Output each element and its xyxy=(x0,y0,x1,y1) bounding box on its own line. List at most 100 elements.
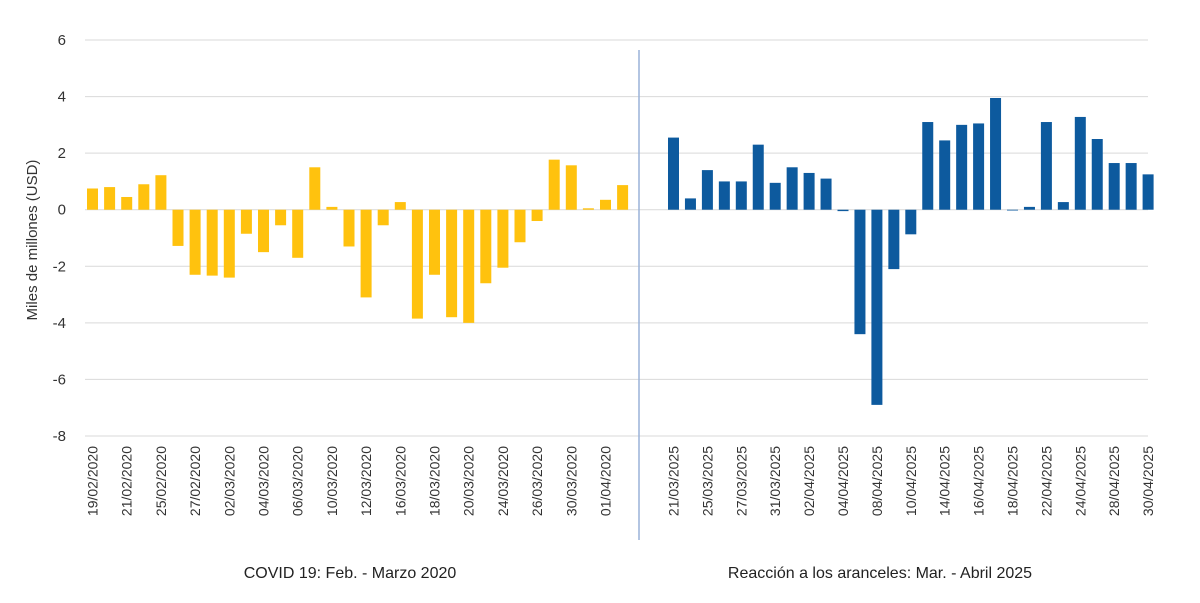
gridlines xyxy=(85,39,1148,437)
bar xyxy=(206,209,218,276)
y-tick-label: 6 xyxy=(58,32,66,49)
bar xyxy=(446,209,458,318)
bar xyxy=(803,172,815,210)
x-tick-label: 01/04/2020 xyxy=(598,446,614,516)
x-tick-label: 06/03/2020 xyxy=(290,446,306,516)
bar xyxy=(905,209,917,235)
bar xyxy=(786,167,798,210)
y-tick-label: 4 xyxy=(58,89,66,106)
x-tick-label: 02/04/2025 xyxy=(801,446,817,516)
bar xyxy=(1074,116,1086,210)
x-tick-label: 21/03/2025 xyxy=(666,446,682,516)
bars xyxy=(87,97,1154,405)
bar xyxy=(377,209,389,226)
y-tick-labels: 6 4 2 0 -2 -4 -6 -8 xyxy=(53,32,66,445)
bar xyxy=(275,209,287,226)
bar xyxy=(1108,163,1120,210)
x-tick-label: 28/04/2025 xyxy=(1106,446,1122,516)
panel-label-aranceles: Reacción a los aranceles: Mar. - Abril 2… xyxy=(728,565,1032,582)
bar xyxy=(189,209,201,275)
bar xyxy=(121,196,133,210)
bar xyxy=(104,187,116,210)
bar xyxy=(837,209,849,212)
bar xyxy=(701,170,713,210)
bar xyxy=(668,137,679,210)
bar xyxy=(548,159,560,210)
bar xyxy=(1125,163,1137,210)
x-tick-label: 24/04/2025 xyxy=(1072,446,1088,516)
bar xyxy=(735,181,747,210)
bar xyxy=(258,209,269,253)
x-tick-label: 04/04/2025 xyxy=(835,446,851,516)
y-tick-label: 0 xyxy=(58,202,66,219)
x-tick-label: 16/03/2020 xyxy=(392,446,408,516)
y-tick-label: -6 xyxy=(53,371,66,388)
x-tick-labels: 19/02/2020 21/02/2020 25/02/2020 27/02/2020… xyxy=(85,446,1157,516)
bar xyxy=(617,185,629,210)
bar xyxy=(1040,122,1052,210)
bar xyxy=(155,175,167,210)
x-tick-label: 25/03/2025 xyxy=(699,446,715,516)
bar xyxy=(820,178,832,210)
x-tick-label: 20/03/2020 xyxy=(461,446,477,516)
bar xyxy=(718,181,730,210)
y-tick-label: -2 xyxy=(53,258,66,275)
x-tick-label: 30/03/2020 xyxy=(563,446,579,516)
bar xyxy=(138,184,150,210)
panel-label-covid: COVID 19: Feb. - Marzo 2020 xyxy=(244,565,457,582)
bar xyxy=(343,209,355,247)
bar xyxy=(565,165,577,210)
bar xyxy=(326,206,338,210)
bar xyxy=(172,209,184,246)
bar xyxy=(223,209,235,278)
bar xyxy=(394,202,406,210)
x-tick-label: 04/03/2020 xyxy=(256,446,272,516)
bar xyxy=(360,209,372,298)
x-tick-label: 27/03/2025 xyxy=(733,446,749,516)
bar xyxy=(463,209,475,323)
bar xyxy=(684,198,696,210)
x-tick-label: 02/03/2020 xyxy=(221,446,237,516)
x-tick-label: 24/03/2020 xyxy=(495,446,511,516)
bar xyxy=(292,209,304,258)
x-tick-label: 10/04/2025 xyxy=(903,446,919,516)
x-tick-label: 26/03/2020 xyxy=(529,446,545,516)
bar xyxy=(1057,202,1069,210)
bar xyxy=(939,140,951,210)
bar xyxy=(888,209,900,270)
y-axis-title: Miles de millones (USD) xyxy=(24,160,41,321)
bar xyxy=(600,199,611,210)
bar xyxy=(990,97,1002,210)
bar xyxy=(956,124,968,210)
bar xyxy=(87,188,98,210)
bar xyxy=(514,209,526,243)
bar xyxy=(973,123,985,210)
bar xyxy=(480,209,492,284)
x-tick-label: 12/03/2020 xyxy=(358,446,374,516)
x-tick-label: 16/04/2025 xyxy=(971,446,987,516)
bar xyxy=(871,209,883,405)
x-tick-label: 10/03/2020 xyxy=(324,446,340,516)
x-tick-label: 31/03/2025 xyxy=(767,446,783,516)
bar xyxy=(429,209,440,275)
bar xyxy=(752,144,764,210)
bar xyxy=(240,209,252,234)
bar xyxy=(769,182,781,210)
y-tick-label: -8 xyxy=(53,428,66,445)
bar xyxy=(582,208,594,210)
bar xyxy=(1007,209,1018,211)
x-tick-label: 18/04/2025 xyxy=(1005,446,1021,516)
x-tick-label: 22/04/2025 xyxy=(1038,446,1054,516)
bar xyxy=(411,209,423,319)
bar xyxy=(309,167,321,210)
y-tick-label: -4 xyxy=(53,315,66,332)
bar xyxy=(497,209,509,268)
bar xyxy=(1091,139,1103,210)
x-tick-label: 27/02/2020 xyxy=(187,446,203,516)
bar xyxy=(1023,206,1035,210)
x-tick-label: 19/02/2020 xyxy=(85,446,101,516)
y-tick-label: 2 xyxy=(58,145,66,162)
bar xyxy=(1142,174,1154,210)
bar xyxy=(854,209,866,335)
